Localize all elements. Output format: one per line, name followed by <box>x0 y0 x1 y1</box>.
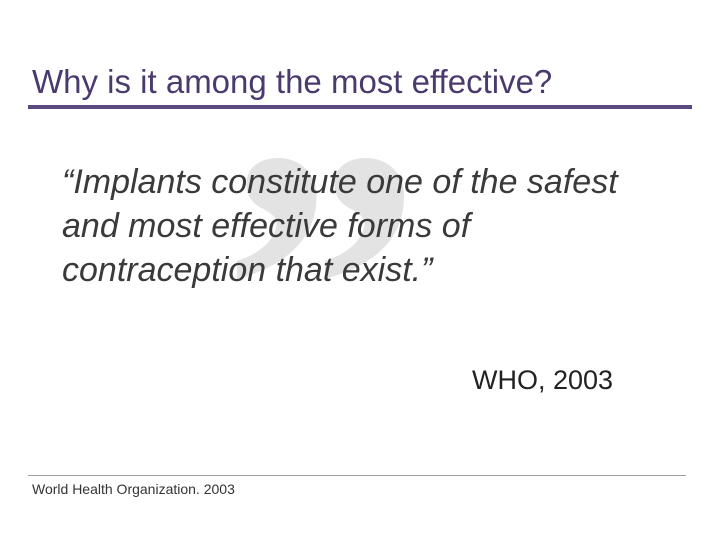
footer-divider <box>28 475 686 476</box>
slide-title: Why is it among the most effective? <box>32 63 553 100</box>
quote-text: “Implants constitute one of the safest a… <box>62 163 618 289</box>
quote-attribution: WHO, 2003 <box>472 365 614 395</box>
footer-citation: World Health Organization. 2003 <box>32 481 235 497</box>
closing-quotation-mark-icon: ” <box>222 68 422 511</box>
title-underline <box>28 105 692 109</box>
